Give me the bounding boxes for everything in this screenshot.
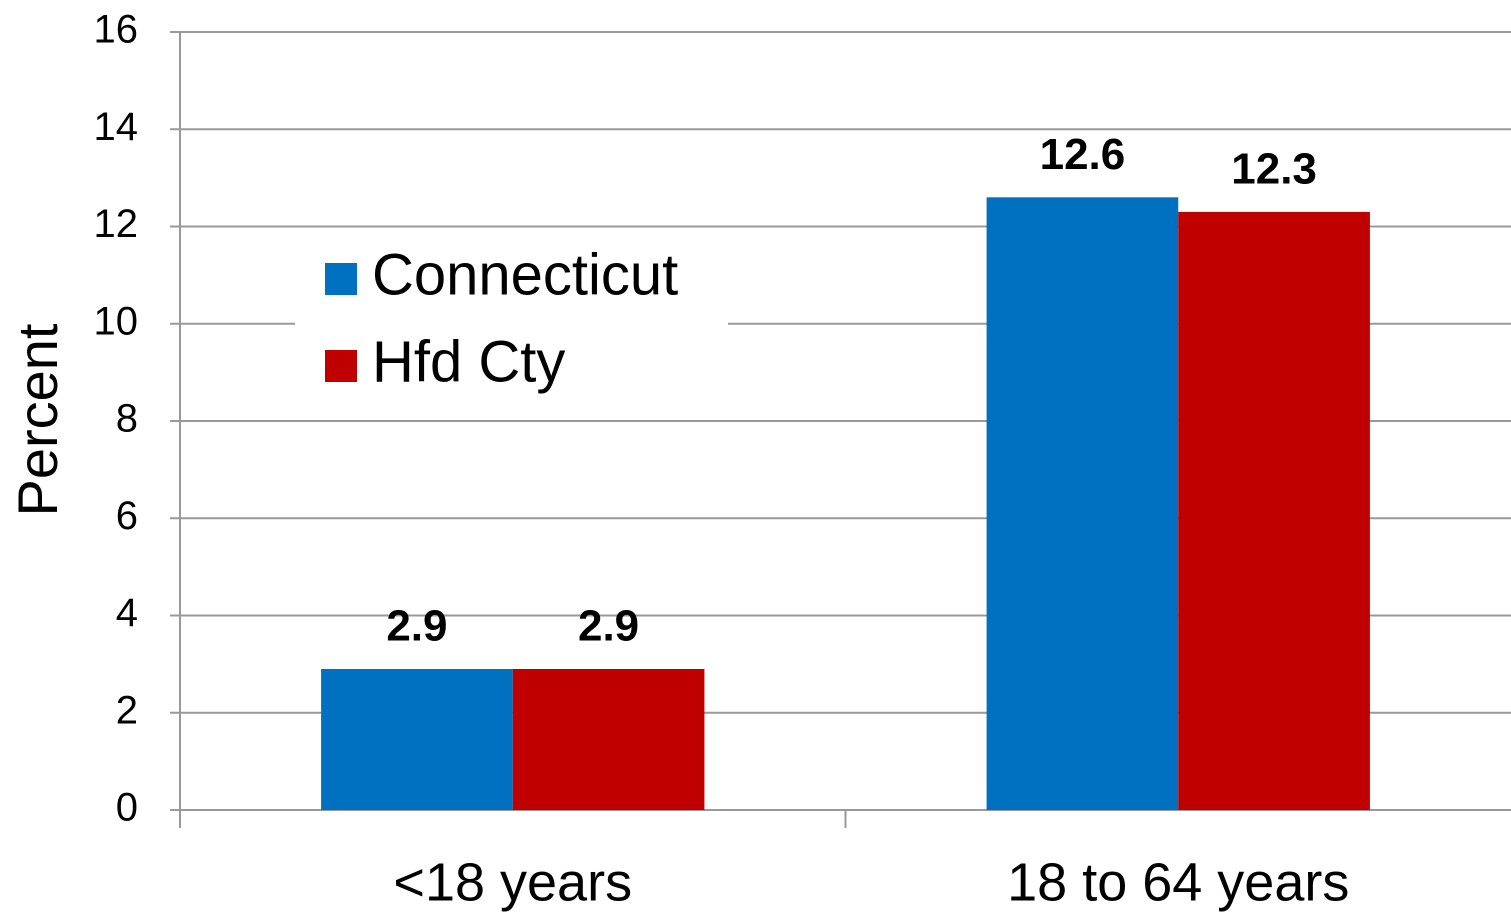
legend-swatch <box>325 263 357 295</box>
y-tick-label: 0 <box>116 786 138 830</box>
y-tick-label: 10 <box>94 299 139 343</box>
bar <box>512 668 705 810</box>
data-label: 2.9 <box>578 602 639 651</box>
bar <box>986 197 1179 810</box>
y-tick-label: 8 <box>116 397 138 441</box>
legend-label: Hfd Cty <box>372 329 565 394</box>
data-label: 12.6 <box>1040 130 1126 179</box>
bar <box>321 668 513 810</box>
y-tick-label: 4 <box>116 591 138 635</box>
data-label: 2.9 <box>386 602 447 651</box>
y-tick-label: 16 <box>94 8 139 52</box>
bar <box>1178 211 1370 811</box>
data-label: 12.3 <box>1231 145 1317 194</box>
legend-label: Connecticut <box>372 242 678 307</box>
y-tick-label: 2 <box>116 688 138 732</box>
y-tick-label: 12 <box>94 202 139 246</box>
legend-box <box>295 240 728 400</box>
x-tick-label: 18 to 64 years <box>1007 852 1349 912</box>
y-tick-label: 14 <box>94 105 139 149</box>
y-tick-label: 6 <box>116 494 138 538</box>
x-tick-label: <18 years <box>393 852 632 912</box>
legend-swatch <box>325 350 357 382</box>
y-axis-label: Percent <box>6 323 69 516</box>
